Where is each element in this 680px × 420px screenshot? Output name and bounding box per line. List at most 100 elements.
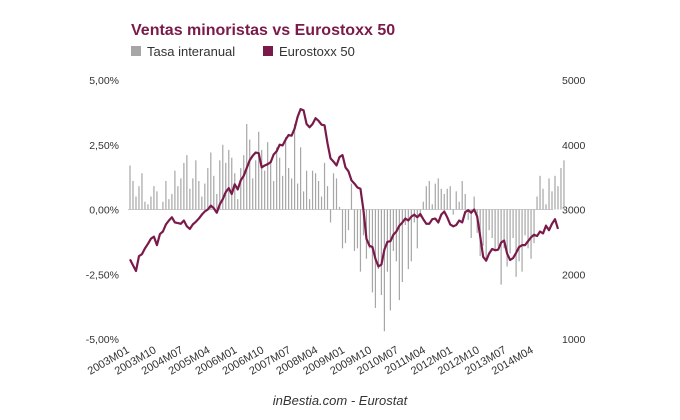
bar xyxy=(497,209,499,246)
bar xyxy=(500,209,502,285)
bar xyxy=(314,173,317,210)
bar xyxy=(416,209,418,249)
left-axis: 5,00% 2,50% 0,00% -2,50% -5,00% xyxy=(86,75,119,346)
bar xyxy=(377,209,380,270)
left-tick-label: 5,00% xyxy=(89,75,119,87)
bar xyxy=(198,181,200,210)
chart-title: Ventas minoristas vs Eurostoxx 50 xyxy=(131,22,395,39)
bar xyxy=(404,209,406,226)
bar xyxy=(470,209,472,238)
bar xyxy=(503,209,505,249)
bar xyxy=(440,188,442,210)
bar xyxy=(443,193,445,210)
bar xyxy=(458,201,460,210)
bar xyxy=(207,168,209,210)
bar xyxy=(425,186,427,210)
bar xyxy=(305,170,308,210)
bar xyxy=(261,149,263,210)
bar xyxy=(422,201,424,210)
bar xyxy=(386,209,388,272)
bar xyxy=(554,175,556,210)
bar xyxy=(353,209,356,251)
bar xyxy=(494,209,496,251)
bar xyxy=(273,181,275,210)
bar xyxy=(512,209,514,238)
bar xyxy=(401,209,403,283)
bar xyxy=(222,144,224,210)
bar xyxy=(356,209,359,249)
left-tick-label: -5,00% xyxy=(86,334,119,346)
bar xyxy=(192,178,194,210)
bar xyxy=(383,209,385,332)
legend-swatch-bars xyxy=(131,46,141,56)
bar xyxy=(249,139,251,210)
bar xyxy=(347,209,350,231)
bar xyxy=(147,204,149,210)
bar xyxy=(449,186,451,210)
bar xyxy=(434,183,436,210)
right-tick-label: 1000 xyxy=(562,334,586,346)
bar xyxy=(204,183,206,210)
bar xyxy=(183,162,185,210)
bar xyxy=(407,209,409,270)
bar xyxy=(168,199,170,210)
source-label: inBestia.com - Eurostat xyxy=(273,393,409,408)
bar xyxy=(252,178,254,210)
bar xyxy=(326,186,329,210)
bar xyxy=(302,191,305,210)
bar xyxy=(291,178,293,210)
bar xyxy=(485,209,487,259)
bar xyxy=(210,152,212,210)
bar xyxy=(464,193,466,210)
bar xyxy=(156,191,158,210)
bar xyxy=(467,209,469,220)
bar xyxy=(518,209,520,262)
right-tick-label: 4000 xyxy=(562,140,586,152)
bar xyxy=(189,188,191,210)
bar xyxy=(482,209,484,246)
bar xyxy=(171,193,173,210)
bar xyxy=(533,209,535,244)
bar xyxy=(165,181,167,210)
bar xyxy=(509,209,511,254)
bar xyxy=(258,131,260,210)
bar xyxy=(285,136,287,210)
bar xyxy=(338,206,341,210)
bar xyxy=(362,209,365,236)
bar xyxy=(329,209,332,223)
bar xyxy=(317,181,320,210)
bar xyxy=(446,188,448,210)
right-tick-label: 3000 xyxy=(562,205,586,217)
bar xyxy=(135,196,137,210)
bar xyxy=(308,199,311,210)
left-tick-label: 0,00% xyxy=(89,205,119,217)
bar xyxy=(545,204,547,210)
bar xyxy=(311,170,314,210)
bar xyxy=(563,160,565,210)
bar xyxy=(228,149,230,210)
bar xyxy=(243,155,245,210)
legend-swatch-line xyxy=(263,46,273,56)
bar xyxy=(557,186,559,210)
bar xyxy=(195,160,197,210)
bar xyxy=(524,209,526,236)
bar xyxy=(279,157,281,210)
bar xyxy=(201,196,203,210)
bar xyxy=(276,147,278,210)
bar xyxy=(323,162,326,210)
bar xyxy=(180,178,182,210)
bar xyxy=(368,209,371,249)
bar xyxy=(398,209,400,301)
bar xyxy=(144,201,146,210)
bar xyxy=(297,183,299,210)
bar xyxy=(410,209,412,262)
bar xyxy=(132,181,134,210)
bar xyxy=(488,209,490,231)
bar xyxy=(461,181,463,210)
bar xyxy=(138,186,140,210)
bar xyxy=(162,201,164,210)
bar xyxy=(341,209,344,249)
bar xyxy=(380,209,382,295)
bar xyxy=(150,196,152,210)
right-tick-label: 5000 xyxy=(562,75,586,87)
